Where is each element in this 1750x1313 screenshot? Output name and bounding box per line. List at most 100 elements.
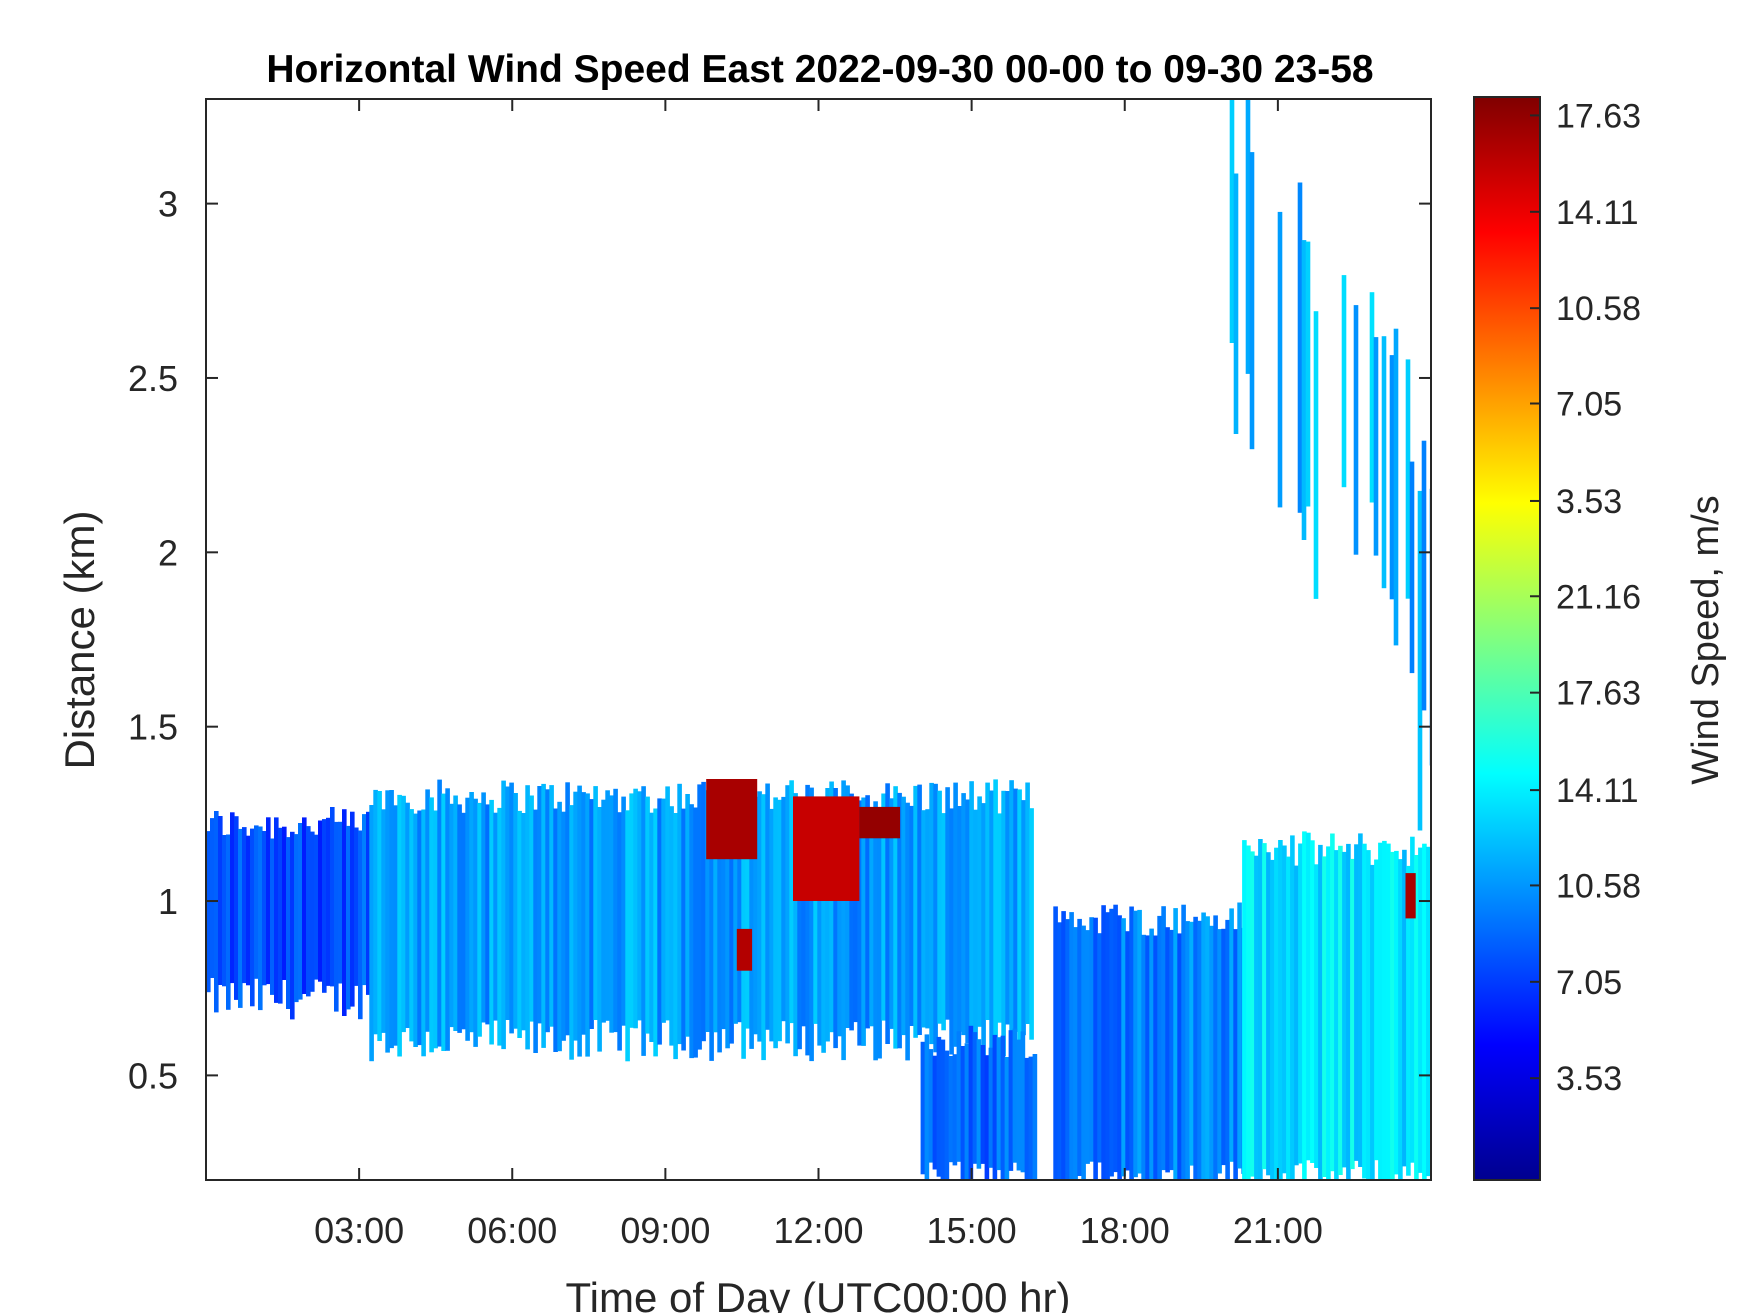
heat-column bbox=[745, 801, 750, 1029]
y-axis-ticks: 0.5 1 1.5 2 2.5 3 bbox=[128, 184, 1431, 1096]
heat-column bbox=[709, 809, 714, 1061]
heat-column bbox=[1201, 912, 1206, 1180]
heat-column bbox=[853, 808, 858, 1023]
heat-column bbox=[1294, 865, 1299, 1166]
heat-column bbox=[1374, 859, 1379, 1161]
colorbar-tick-label: 3.53 bbox=[1556, 483, 1622, 521]
heat-column bbox=[701, 781, 706, 1042]
heat-column bbox=[841, 780, 846, 1061]
heat-column bbox=[1221, 928, 1226, 1166]
heat-column bbox=[1389, 355, 1395, 600]
heat-column bbox=[1242, 840, 1247, 1180]
heat-column bbox=[1125, 931, 1130, 1171]
colorbar-tick-label: 10.58 bbox=[1556, 290, 1641, 328]
heat-column bbox=[1298, 843, 1303, 1164]
heat-column bbox=[569, 805, 574, 1060]
colorbar-tick-label: 14.11 bbox=[1556, 194, 1639, 232]
heat-column bbox=[377, 791, 382, 1041]
heat-column bbox=[1209, 925, 1214, 1180]
heat-column bbox=[1250, 851, 1255, 1177]
heat-column bbox=[1053, 906, 1058, 1180]
x-tick-label: 12:00 bbox=[773, 1210, 863, 1251]
heat-column bbox=[945, 787, 950, 1020]
heat-column bbox=[218, 816, 223, 985]
colorbar-tick-label: 10.58 bbox=[1556, 867, 1641, 905]
x-axis-ticks: 03:00 06:00 09:00 12:00 15:00 18:00 21:00 bbox=[314, 99, 1323, 1251]
heat-column bbox=[785, 785, 790, 1044]
heat-column bbox=[861, 797, 866, 1046]
heat-column bbox=[545, 789, 550, 1033]
heat-column bbox=[984, 1055, 990, 1180]
heat-column bbox=[977, 796, 982, 1027]
heat-column bbox=[1390, 851, 1395, 1180]
heat-column bbox=[1229, 908, 1234, 1162]
colorbar-ticks: 3.53 7.05 10.58 14.11 17.63 21.16 3.53 7.05 10.5… bbox=[1530, 97, 1641, 1098]
heat-column bbox=[270, 838, 275, 995]
heat-column bbox=[342, 809, 347, 1016]
heat-column bbox=[449, 803, 454, 1028]
heat-column bbox=[980, 1045, 986, 1164]
heat-column bbox=[437, 779, 442, 1047]
heat-column bbox=[481, 792, 486, 1023]
heat-region-main-layer bbox=[369, 779, 1034, 1062]
heat-column bbox=[1085, 930, 1090, 1164]
heat-column bbox=[1109, 908, 1114, 1177]
heat-column bbox=[988, 1047, 994, 1168]
heat-column bbox=[501, 780, 506, 1050]
heat-column bbox=[322, 819, 327, 993]
heat-column bbox=[517, 810, 522, 1038]
heat-column bbox=[1278, 840, 1283, 1180]
heat-column bbox=[1121, 918, 1126, 1177]
heat-column bbox=[581, 792, 586, 1035]
heat-column bbox=[1077, 918, 1082, 1176]
heat-column bbox=[589, 799, 594, 1029]
heat-column bbox=[429, 797, 434, 1053]
colorbar-tick-label: 7.05 bbox=[1556, 964, 1622, 1002]
heat-column bbox=[401, 795, 406, 1033]
heat-column bbox=[833, 788, 838, 1049]
heat-column bbox=[865, 795, 870, 1029]
heat-column bbox=[1266, 852, 1271, 1176]
heat-column bbox=[936, 1036, 942, 1177]
heat-column bbox=[290, 831, 295, 1020]
heat-column bbox=[921, 810, 926, 1028]
heat-column bbox=[1173, 908, 1178, 1180]
heat-column bbox=[1342, 851, 1347, 1168]
heat-column bbox=[665, 786, 670, 1021]
heat-column bbox=[366, 811, 371, 995]
heat-column bbox=[1334, 850, 1339, 1180]
heat-column bbox=[1405, 359, 1411, 599]
heat-column bbox=[565, 782, 570, 1036]
heat-column bbox=[461, 812, 466, 1030]
heat-column bbox=[1073, 927, 1078, 1180]
heat-column bbox=[262, 831, 267, 986]
heat-hotspot-4 bbox=[736, 928, 753, 971]
heat-hotspot-1 bbox=[706, 779, 758, 860]
heat-column bbox=[433, 810, 438, 1049]
heat-column bbox=[845, 785, 850, 1028]
heat-column bbox=[1382, 840, 1387, 1180]
heat-column bbox=[944, 1050, 950, 1180]
x-tick-label: 03:00 bbox=[314, 1210, 404, 1251]
heat-column bbox=[298, 823, 303, 1000]
heat-column bbox=[1398, 859, 1403, 1180]
heat-column bbox=[761, 794, 766, 1061]
heat-column bbox=[1369, 292, 1375, 503]
heat-column bbox=[941, 813, 946, 1031]
heat-column bbox=[689, 804, 694, 1059]
y-tick-label: 2 bbox=[158, 532, 178, 573]
heat-column bbox=[425, 789, 430, 1032]
heat-column bbox=[817, 806, 822, 1046]
heat-column bbox=[465, 797, 470, 1041]
heat-column bbox=[557, 801, 562, 1052]
heat-column bbox=[441, 793, 446, 1051]
heat-column bbox=[1029, 808, 1034, 1040]
heat-column bbox=[397, 794, 402, 1057]
heat-column bbox=[1310, 840, 1315, 1163]
heat-column bbox=[1262, 843, 1267, 1170]
heat-column bbox=[278, 827, 283, 1004]
heat-column bbox=[1297, 182, 1303, 513]
x-tick-label: 06:00 bbox=[467, 1210, 557, 1251]
heat-column bbox=[737, 785, 742, 1023]
heat-column bbox=[992, 1034, 998, 1180]
